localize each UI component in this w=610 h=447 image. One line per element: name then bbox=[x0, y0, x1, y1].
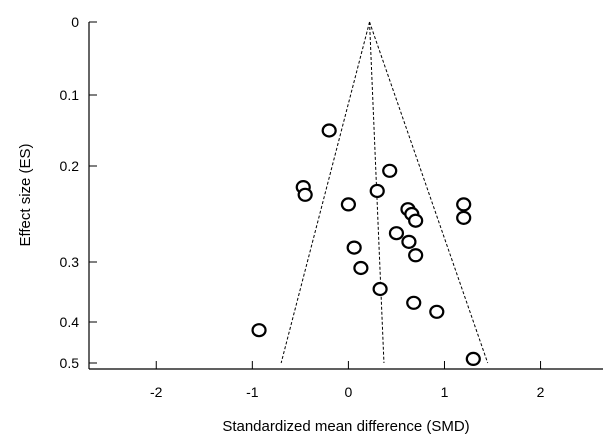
data-point bbox=[388, 226, 405, 241]
data-point bbox=[465, 351, 481, 366]
data-point bbox=[340, 197, 357, 212]
y-tick-label: 0.3 bbox=[60, 254, 80, 270]
data-point bbox=[456, 197, 472, 212]
data-point bbox=[408, 213, 424, 228]
y-tick-label: 0.1 bbox=[60, 87, 80, 103]
data-point bbox=[401, 234, 417, 249]
funnel-left-line bbox=[280, 21, 371, 364]
axes: 0 0.1 0.2 0.3 0.4 0.5 -2 -1 0 1 2 bbox=[60, 14, 603, 400]
data-point bbox=[346, 240, 362, 255]
data-point bbox=[372, 281, 388, 297]
y-tick-label: 0 bbox=[71, 14, 79, 30]
y-tick-label: 0.4 bbox=[60, 314, 80, 330]
y-tick-label: 0.2 bbox=[60, 158, 80, 174]
x-axis-title: Standardized mean difference (SMD) bbox=[222, 418, 469, 435]
data-points bbox=[251, 123, 481, 366]
data-point bbox=[406, 295, 422, 310]
y-axis-title: Effect size (ES) bbox=[17, 143, 34, 246]
x-tick-label: -2 bbox=[150, 384, 163, 400]
data-point bbox=[321, 123, 337, 138]
funnel-right-line bbox=[369, 21, 489, 364]
y-tick-label: 0.5 bbox=[60, 355, 80, 371]
data-point bbox=[369, 183, 385, 199]
data-point bbox=[297, 187, 313, 202]
x-tick-label: 1 bbox=[441, 384, 449, 400]
x-tick-label: -1 bbox=[246, 384, 259, 400]
data-point bbox=[251, 323, 267, 338]
data-point bbox=[353, 260, 369, 276]
data-point bbox=[408, 248, 424, 263]
x-tick-label: 0 bbox=[345, 384, 353, 400]
data-point bbox=[429, 304, 445, 319]
x-tick-label: 2 bbox=[537, 384, 545, 400]
data-point bbox=[456, 210, 472, 225]
data-point bbox=[382, 163, 398, 178]
